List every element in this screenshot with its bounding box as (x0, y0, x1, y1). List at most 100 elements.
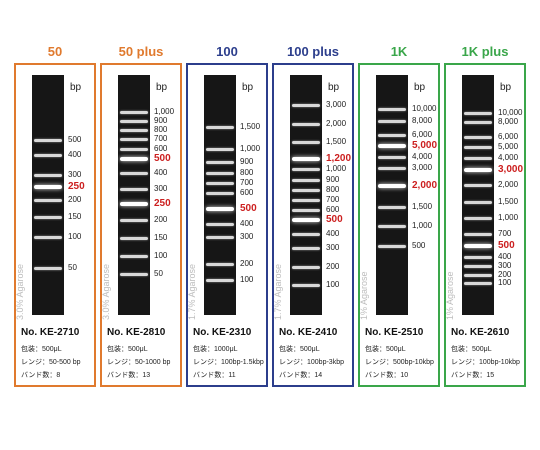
marker-label: 300 (498, 261, 512, 270)
product-frame: 3.0% Agarose bp 500 400 300 250 200 150 100 50 … (14, 63, 96, 387)
marker-label: 3,000 (326, 100, 347, 109)
marker-label: 400 (68, 150, 82, 159)
marker-label: 700 (326, 195, 340, 204)
gel-band (464, 216, 492, 220)
gel-band (206, 181, 234, 185)
gel-band (120, 147, 148, 151)
marker-label: 1,500 (498, 197, 519, 206)
marker-label: 400 (154, 168, 168, 177)
gel-band (206, 160, 234, 164)
range-info: レンジ：50-500 bp (21, 359, 81, 366)
gel-band (292, 283, 320, 287)
gel-band (464, 273, 492, 277)
gel-band (464, 120, 492, 124)
marker-label: 400 (498, 252, 512, 261)
bp-unit-label: bp (500, 82, 512, 93)
gel-band (206, 125, 234, 129)
gel-band (206, 222, 234, 226)
gel-band (206, 147, 234, 151)
marker-label: 100 (326, 280, 340, 289)
gel-band (292, 198, 320, 202)
agarose-label: 3.0% Agarose (101, 263, 111, 320)
marker-label: 1,000 (498, 213, 519, 222)
marker-label: 700 (154, 134, 168, 143)
marker-label: 1,500 (326, 137, 347, 146)
gel-band (292, 246, 320, 250)
packaging-info: 包装：500μL (451, 346, 492, 353)
marker-label: 800 (240, 168, 254, 177)
marker-label: 10,000 (412, 104, 437, 113)
marker-label: 300 (326, 243, 340, 252)
marker-label: 1,500 (412, 202, 433, 211)
marker-label: 50 (154, 269, 163, 278)
packaging-info: 包装：500μL (107, 346, 148, 353)
gel-band (206, 262, 234, 266)
marker-label: 400 (326, 229, 340, 238)
marker-label: 900 (240, 157, 254, 166)
gel-band (464, 255, 492, 259)
marker-label: 150 (154, 233, 168, 242)
marker-label: 200 (154, 215, 168, 224)
gel-band (464, 200, 492, 204)
marker-label: 1,200 (326, 153, 352, 164)
marker-label: 100 (154, 251, 168, 260)
gel-band (292, 208, 320, 212)
marker-label: 1,000 (326, 164, 347, 173)
marker-label: 800 (326, 185, 340, 194)
marker-label: 500 (412, 241, 426, 250)
marker-label: 4,000 (498, 153, 519, 162)
gel-band (206, 207, 234, 211)
marker-label: 500 (68, 135, 82, 144)
marker-label: 500 (240, 203, 257, 214)
gel-band (464, 145, 492, 149)
marker-label: 2,000 (326, 119, 347, 128)
product-column-100: 100 1.7% Agarose bp 1,500 1,000 900 800 700 6… (186, 0, 268, 450)
marker-label: 100 (240, 275, 254, 284)
gel-band (292, 188, 320, 192)
agarose-label: 1% Agarose (359, 271, 369, 320)
gel-band (206, 235, 234, 239)
gel-band (292, 232, 320, 236)
marker-label: 8,000 (412, 116, 433, 125)
gel-band (34, 138, 62, 142)
gel-band (378, 184, 406, 188)
marker-label: 10,000 (498, 108, 523, 117)
marker-label: 4,000 (412, 152, 433, 161)
product-title: 1K plus (461, 44, 509, 59)
gel-band (378, 144, 406, 148)
gel-band (464, 281, 492, 285)
marker-label: 3,000 (412, 163, 433, 172)
product-column-1k-plus: 1K plus 1% Agarose bp 10,000 8,000 6,000 5,… (444, 0, 526, 450)
range-info: レンジ：500bp-10kbp (365, 359, 434, 366)
marker-label: 700 (498, 229, 512, 238)
product-frame: 1.7% Agarose bp 1,500 1,000 900 800 700 600 50… (186, 63, 268, 387)
marker-label: 900 (326, 175, 340, 184)
gel-band (206, 278, 234, 282)
gel-band (120, 272, 148, 276)
product-frame: 1% Agarose bp 10,000 8,000 6,000 5,000 4,000… (358, 63, 440, 387)
catalog-number: No. KE-2710 (21, 327, 80, 338)
gel-band (378, 166, 406, 170)
marker-label: 500 (154, 153, 171, 164)
catalog-number: No. KE-2510 (365, 327, 424, 338)
range-info: レンジ：100bp-1.5kbp (193, 359, 264, 366)
band-count-info: バンド数：13 (107, 372, 151, 379)
gel-band (292, 103, 320, 107)
marker-label: 200 (498, 270, 512, 279)
packaging-info: 包装：500μL (21, 346, 62, 353)
bp-unit-label: bp (156, 82, 168, 93)
gel-band (464, 156, 492, 160)
marker-label: 8,000 (498, 117, 519, 126)
gel-band (120, 187, 148, 191)
gel-band (378, 224, 406, 228)
gel-band (464, 168, 492, 172)
gel-band (34, 235, 62, 239)
range-info: レンジ：50-1000 bp (107, 359, 171, 366)
marker-label: 800 (154, 125, 168, 134)
gel-band (120, 110, 148, 114)
gel-band (378, 119, 406, 123)
product-title: 100 plus (286, 44, 340, 59)
band-count-info: バンド数：14 (279, 372, 323, 379)
product-column-50-plus: 50 plus 3.0% Agarose bp 1,000 900 800 700 60… (100, 0, 182, 450)
bp-unit-label: bp (242, 82, 254, 93)
